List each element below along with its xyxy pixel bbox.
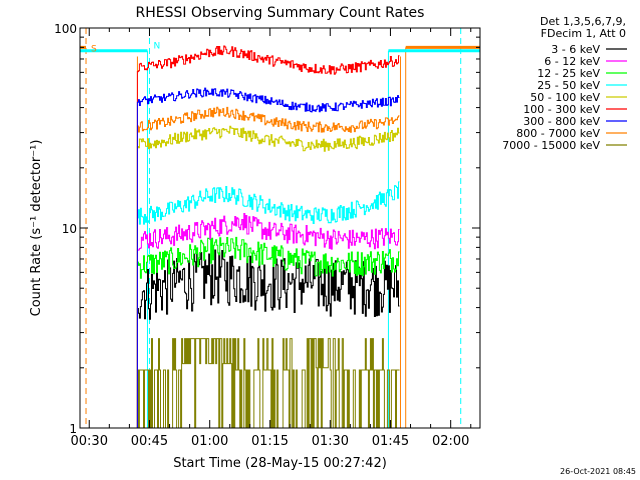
series-50-100-kev xyxy=(136,125,400,428)
series-3-6-kev xyxy=(136,249,400,428)
series-7000-15000-kev xyxy=(137,338,400,429)
legend-label: 800 - 7000 keV xyxy=(516,127,600,140)
legend-label: 300 - 800 keV xyxy=(523,115,600,128)
series-line xyxy=(136,125,400,428)
legend-label: 100 - 300 keV xyxy=(523,103,600,116)
series-line xyxy=(136,106,400,428)
x-tick-label: 01:45 xyxy=(372,434,409,449)
series-line xyxy=(136,181,400,428)
series-12-25-kev xyxy=(136,236,400,428)
series-line xyxy=(137,338,400,429)
x-tick-label: 00:45 xyxy=(131,434,168,449)
series-line xyxy=(136,45,400,428)
legend-label: 25 - 50 keV xyxy=(537,79,600,92)
y-axis-label: Count Rate (s⁻¹ detector⁻¹) xyxy=(29,140,44,317)
legend-header-line-1: Det 1,3,5,6,7,9, xyxy=(540,15,626,28)
series-25-50-kev xyxy=(136,181,400,428)
x-tick-label: 02:00 xyxy=(432,434,469,449)
series-100-300-kev xyxy=(136,45,400,428)
legend-label: 6 - 12 keV xyxy=(544,55,600,68)
series-line xyxy=(136,213,400,428)
series-800-7000-kev xyxy=(136,106,400,428)
legend: Det 1,3,5,6,7,9, FDecim 1, Att 0 3 - 6 k… xyxy=(502,15,627,152)
series-6-12-kev xyxy=(136,213,400,428)
legend-label: 50 - 100 keV xyxy=(530,91,600,104)
x-axis-label: Start Time (28-May-15 00:27:42) xyxy=(173,456,387,471)
x-tick-label: 01:00 xyxy=(191,434,228,449)
y-axis: 1 10 100 xyxy=(54,22,480,436)
y-tick-label: 10 xyxy=(62,222,77,236)
x-tick-label: 00:30 xyxy=(71,434,108,449)
series-line xyxy=(136,249,400,428)
series-line xyxy=(136,236,400,428)
series-line xyxy=(136,87,400,428)
chart-title: RHESSI Observing Summary Count Rates xyxy=(136,5,425,21)
legend-label: 3 - 6 keV xyxy=(551,43,600,56)
night-label: N xyxy=(153,42,160,52)
legend-label: 12 - 25 keV xyxy=(537,67,600,80)
y-tick-label: 1 xyxy=(69,422,77,436)
footer-timestamp: 26-Oct-2021 08:45 xyxy=(560,467,636,476)
legend-label: 7000 - 15000 keV xyxy=(502,139,600,152)
saa-label: S xyxy=(91,44,97,54)
x-tick-label: 01:30 xyxy=(311,434,348,449)
series-300-800-kev xyxy=(136,87,400,428)
y-tick-label: 100 xyxy=(54,22,77,36)
legend-header-line-2: FDecim 1, Att 0 xyxy=(541,27,626,40)
x-tick-label: 01:15 xyxy=(251,434,288,449)
x-axis: 00:30 00:45 01:00 01:15 01:30 01:45 02:00 xyxy=(71,28,472,449)
